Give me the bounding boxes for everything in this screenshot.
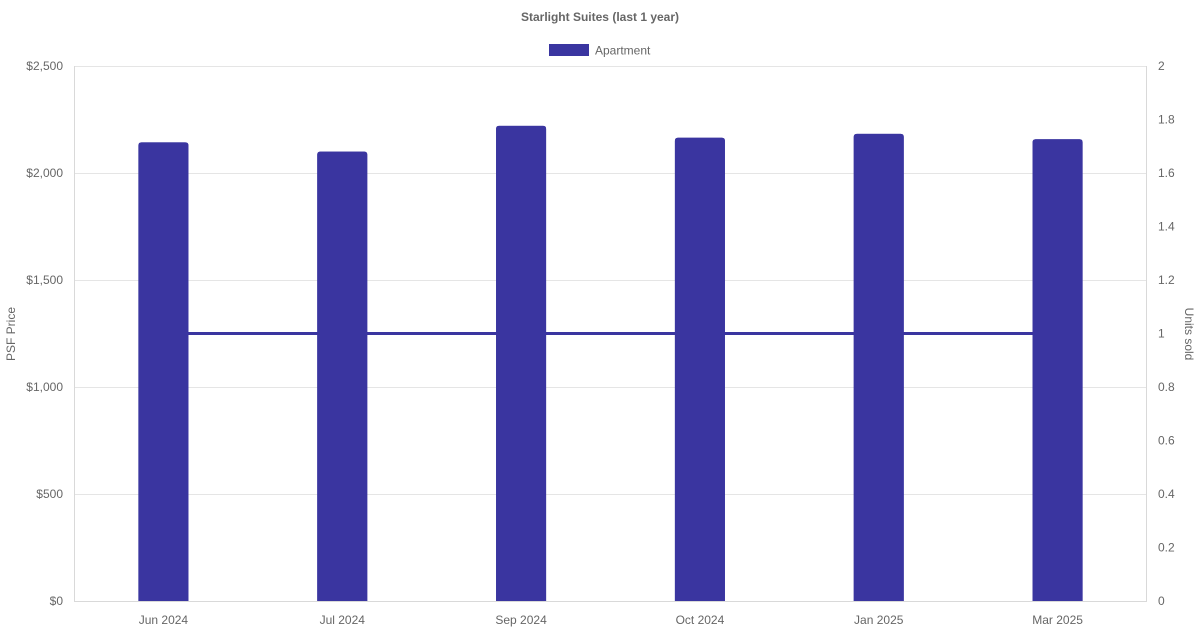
bar-overlay xyxy=(138,142,189,601)
y2-tick-label: 0.4 xyxy=(1158,487,1175,501)
y2-tick-label: 0 xyxy=(1158,594,1165,608)
x-tick-label: Oct 2024 xyxy=(676,613,725,627)
x-axis: Jun 2024 Jul 2024 Sep 2024 Oct 2024 Jan 2025… xyxy=(139,613,1084,627)
y2-tick-label: 1.6 xyxy=(1158,166,1175,180)
y2-tick-label: 1.2 xyxy=(1158,273,1175,287)
bar-series-apartment xyxy=(138,125,1083,602)
bar-overlay xyxy=(1032,139,1083,602)
x-tick-label: Jan 2025 xyxy=(854,613,904,627)
y-axis-left: $0 $500 $1,000 $1,500 $2,000 $2,500 xyxy=(26,59,63,608)
y-tick-label: $2,500 xyxy=(26,59,63,73)
y2-tick-label: 0.8 xyxy=(1158,380,1175,394)
y-tick-label: $500 xyxy=(36,487,63,501)
bar-overlay xyxy=(317,151,368,601)
line-series-units-sold xyxy=(138,125,1083,602)
x-tick-label: Jun 2024 xyxy=(139,613,189,627)
y-tick-label: $0 xyxy=(50,594,64,608)
legend-label-apartment: Apartment xyxy=(595,44,651,58)
y2-tick-label: 1.8 xyxy=(1158,113,1175,127)
legend[interactable]: Apartment xyxy=(549,44,651,58)
y2-tick-label: 1 xyxy=(1158,327,1165,341)
y2-axis-label: Units sold xyxy=(1182,308,1196,361)
y2-tick-label: 0.6 xyxy=(1158,434,1175,448)
y-tick-label: $1,500 xyxy=(26,273,63,287)
y-axis-label: PSF Price xyxy=(4,307,18,361)
y2-tick-label: 1.4 xyxy=(1158,220,1175,234)
y2-tick-label: 2 xyxy=(1158,59,1165,73)
chart-title: Starlight Suites (last 1 year) xyxy=(521,10,679,24)
y2-tick-label: 0.2 xyxy=(1158,541,1175,555)
y-tick-label: $2,000 xyxy=(26,166,63,180)
x-tick-label: Sep 2024 xyxy=(495,613,547,627)
bar-overlay xyxy=(496,125,547,602)
y-axis-right: 0 0.2 0.4 0.6 0.8 1 1.2 1.4 1.6 1.8 2 xyxy=(1158,59,1175,608)
x-tick-label: Mar 2025 xyxy=(1032,613,1083,627)
x-tick-label: Jul 2024 xyxy=(320,613,366,627)
bar-overlay xyxy=(674,137,725,601)
y-tick-label: $1,000 xyxy=(26,380,63,394)
bar-overlay xyxy=(853,133,904,601)
legend-swatch-apartment xyxy=(549,44,589,56)
gridlines xyxy=(74,66,1147,602)
